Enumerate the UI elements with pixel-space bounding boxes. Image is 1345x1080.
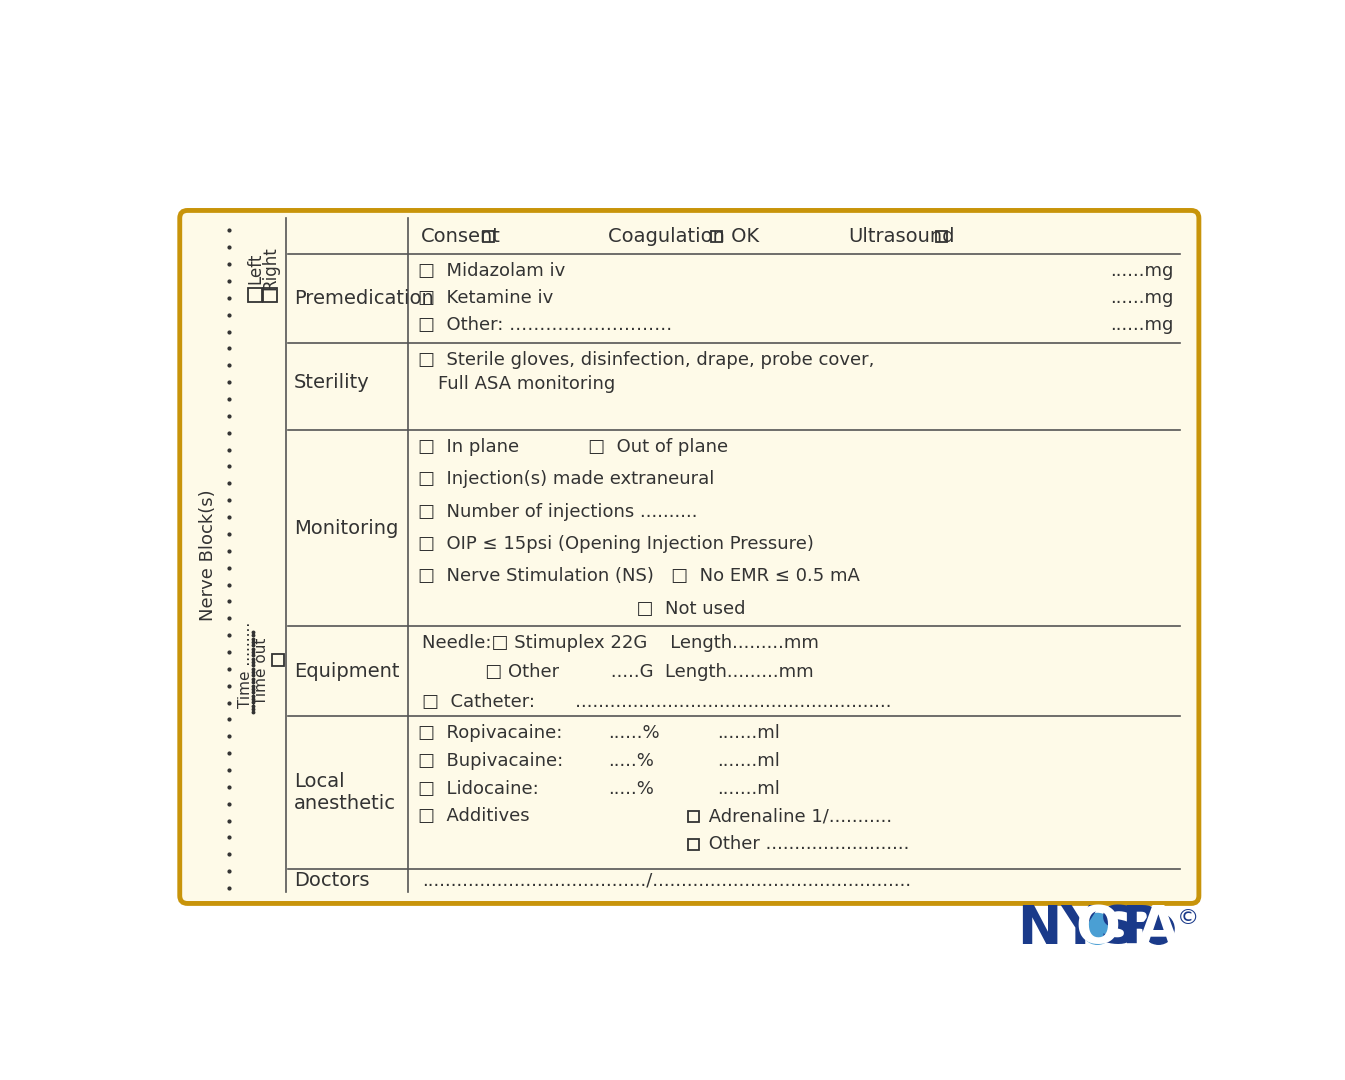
Text: Left: Left — [246, 253, 264, 284]
Bar — [689, 811, 699, 822]
Text: □  In plane            □  Out of plane: □ In plane □ Out of plane — [418, 437, 729, 456]
Circle shape — [1081, 914, 1112, 944]
Text: Coagulation OK: Coagulation OK — [608, 227, 760, 246]
Text: ©: © — [1177, 908, 1200, 928]
Text: .....%: .....% — [608, 752, 654, 770]
Text: Doctors: Doctors — [293, 870, 369, 890]
Text: Time out: Time out — [254, 637, 269, 705]
Text: .......ml: .......ml — [717, 725, 780, 742]
Text: Right: Right — [261, 246, 280, 291]
Text: Time .........: Time ......... — [238, 622, 253, 708]
Text: ......%: ......% — [608, 725, 660, 742]
Text: Consent: Consent — [421, 227, 500, 246]
Text: □  Nerve Stimulation (NS)   □  No EMR ≤ 0.5 mA: □ Nerve Stimulation (NS) □ No EMR ≤ 0.5 … — [418, 567, 861, 585]
Text: □  Bupivacaine:: □ Bupivacaine: — [418, 752, 564, 770]
Text: NYS: NYS — [1017, 903, 1137, 955]
Text: Monitoring: Monitoring — [293, 518, 398, 538]
Bar — [264, 288, 277, 301]
Text: □ Other         .....G  Length.........mm: □ Other .....G Length.........mm — [422, 663, 814, 681]
Text: Premedication: Premedication — [293, 289, 433, 308]
Text: .....%: .....% — [608, 780, 654, 798]
Text: Full ASA monitoring: Full ASA monitoring — [438, 376, 615, 393]
Circle shape — [1143, 914, 1174, 944]
Text: Adrenaline 1/...........: Adrenaline 1/........... — [703, 808, 892, 825]
Text: .......ml: .......ml — [717, 780, 780, 798]
Text: □  OIP ≤ 15psi (Opening Injection Pressure): □ OIP ≤ 15psi (Opening Injection Pressur… — [418, 535, 814, 553]
Bar — [936, 231, 947, 242]
Text: □  Number of injections ..........: □ Number of injections .......... — [418, 502, 698, 521]
Text: ......mg: ......mg — [1110, 289, 1173, 307]
Text: □  Midazolam iv: □ Midazolam iv — [418, 262, 566, 281]
Text: Other .........................: Other ......................... — [703, 835, 909, 853]
Bar — [712, 231, 722, 242]
Text: ......mg: ......mg — [1110, 262, 1173, 281]
Text: □  Additives: □ Additives — [418, 808, 530, 825]
Text: □  Other: ………………………: □ Other: ……………………… — [418, 316, 672, 334]
Text: O: O — [1075, 903, 1120, 955]
Text: R: R — [1122, 903, 1162, 955]
Text: □  Sterile gloves, disinfection, drape, probe cover,: □ Sterile gloves, disinfection, drape, p… — [418, 351, 874, 369]
Text: Ultrasound: Ultrasound — [849, 227, 955, 246]
Text: □  Catheter:       .......................................................: □ Catheter: ............................… — [422, 692, 892, 711]
Text: .......ml: .......ml — [717, 752, 780, 770]
Text: Equipment: Equipment — [293, 662, 399, 680]
Text: Nerve Block(s): Nerve Block(s) — [199, 489, 218, 621]
FancyBboxPatch shape — [180, 211, 1198, 904]
Bar — [272, 653, 284, 666]
Text: Sterility: Sterility — [293, 373, 370, 392]
Text: Needle:□ Stimuplex 22G    Length.........mm: Needle:□ Stimuplex 22G Length.........mm — [422, 634, 819, 652]
Text: A: A — [1138, 903, 1180, 955]
Text: □  Ketamine iv: □ Ketamine iv — [418, 289, 554, 307]
Text: ......................................./........................................: ......................................./… — [422, 872, 912, 889]
Text: □  Ropivacaine:: □ Ropivacaine: — [418, 725, 562, 742]
Text: □  Lidocaine:: □ Lidocaine: — [418, 780, 539, 798]
Text: □  Not used: □ Not used — [418, 599, 746, 618]
Text: □  Injection(s) made extraneural: □ Injection(s) made extraneural — [418, 470, 714, 488]
Bar — [247, 288, 262, 301]
Bar — [483, 231, 494, 242]
Text: ......mg: ......mg — [1110, 316, 1173, 334]
Text: Local
anesthetic: Local anesthetic — [293, 772, 395, 813]
Bar — [689, 839, 699, 850]
